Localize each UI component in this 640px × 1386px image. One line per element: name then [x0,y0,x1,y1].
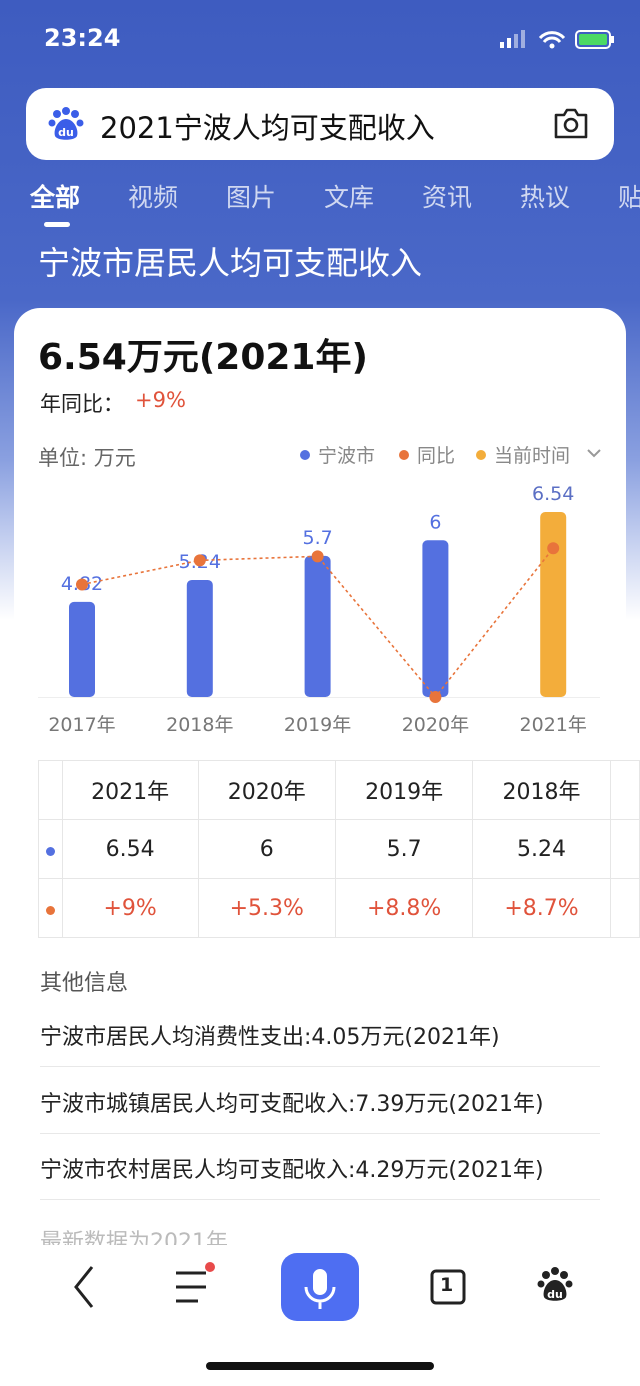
yoy-label: 年同比： [40,392,124,416]
table-cell: +8.7% [472,878,611,938]
x-tick-label: 2017年 [48,714,115,736]
data-table: 2021年 2020年 2019年 2018年 6.54 6 5.7 5.24 +9% +5.3%… [38,760,640,938]
table-cell: +5.3% [197,878,336,938]
tab[interactable]: 文库 [324,183,375,212]
table-header-cell: 2018年 [472,760,611,820]
bar [540,512,567,697]
unit-label: 单位: 万元 [38,446,136,470]
yoy-point [547,542,560,555]
chart: 宁波市同比当前时间4.825.245.766.542017年2018年2019年… [38,445,601,736]
bar [304,555,331,697]
tab[interactable]: 图片 [226,183,277,212]
table-cell [609,760,640,820]
legend-dot [399,450,409,460]
table-cell: 6.54 [61,819,199,879]
headline: 6.54万元(2021年) [38,337,368,378]
other-info-title: 其他信息 [40,971,129,996]
table-cell [38,878,63,938]
row-dot [45,905,55,915]
other-info-item[interactable]: 宁波市城镇居民人均可支配收入:7.39万元(2021年) [40,1091,544,1117]
table-cell [609,878,640,938]
baidu-home-button[interactable]: du [537,1267,573,1301]
legend-dot [300,450,310,460]
tab-indicator [44,222,70,227]
legend-label: 当前时间 [494,445,570,467]
bar [422,540,449,697]
search-query: 2021宁波人均可支配收入 [100,111,435,145]
status-icons [500,30,614,49]
voice-button[interactable] [281,1253,359,1321]
camera-icon[interactable] [552,106,590,142]
row-dot [45,846,55,856]
separator [40,1132,600,1134]
yoy-value: +9% [135,388,186,412]
tab[interactable]: 资讯 [422,183,473,212]
bar-value-label: 6 [429,511,441,533]
svg-text:du: du [58,126,74,139]
yoy-point [76,578,88,591]
table-row: 6.54 6 5.7 5.24 [38,819,640,879]
status-time: 23:24 [44,24,121,52]
back-button[interactable] [74,1266,94,1308]
yoy-line [81,547,554,699]
x-tick-label: 2020年 [402,714,469,736]
bottom-nav: du 1 [0,1245,640,1386]
menu-button[interactable] [176,1262,215,1303]
tab[interactable]: 热议 [520,183,571,212]
table-cell: +8.8% [334,878,474,938]
table-cell [38,760,63,820]
bar-value-label: 5.7 [302,527,332,549]
x-tick-label: 2019年 [284,714,351,736]
table-cell [38,819,63,879]
separator [40,1066,600,1067]
tab-count: 1 [440,1274,454,1296]
tab[interactable]: 贴 [618,183,640,212]
legend-dot [476,450,486,460]
yoy-point [429,691,442,703]
bar [186,579,213,697]
separator [40,1199,600,1200]
baidu-icon: du [48,107,84,140]
table-cell: 5.7 [334,819,474,879]
other-info-item[interactable]: 宁波市居民人均消费性支出:4.05万元(2021年) [40,1025,500,1050]
legend-label: 同比 [417,445,455,467]
table-row: +9% +5.3% +8.8% +8.7% [38,878,640,938]
tab[interactable]: 视频 [128,183,179,212]
x-tick-label: 2018年 [166,714,233,736]
table-header-cell: 2021年 [61,760,199,820]
table-header-cell: 2019年 [334,760,474,820]
other-info-item[interactable]: 宁波市农村居民人均可支配收入:4.29万元(2021年) [40,1158,544,1183]
bar [69,601,95,697]
search-box[interactable]: du 2021宁波人均可支配收入 [26,88,614,160]
bar-value-label: 6.54 [532,483,574,505]
tabs-button[interactable] [430,1269,466,1305]
table-cell: 5.24 [472,819,611,879]
yoy-point [311,550,324,563]
yoy-point [193,554,206,567]
nav-icons: du [74,1253,573,1321]
table-header-cell: 2020年 [197,760,336,820]
table-cell: 6 [197,819,336,879]
table-cell: +9% [61,878,199,938]
table-header-row: 2021年 2020年 2019年 2018年 [38,760,640,820]
legend-dropdown [587,449,601,458]
legend-label: 宁波市 [318,445,375,467]
table-cell [609,819,640,879]
svg-text:du: du [547,1288,563,1301]
page-title: 宁波市居民人均可支配收入 [38,244,423,282]
x-tick-label: 2021年 [520,714,587,736]
tab[interactable]: 全部 [30,183,81,212]
home-indicator [206,1362,434,1370]
